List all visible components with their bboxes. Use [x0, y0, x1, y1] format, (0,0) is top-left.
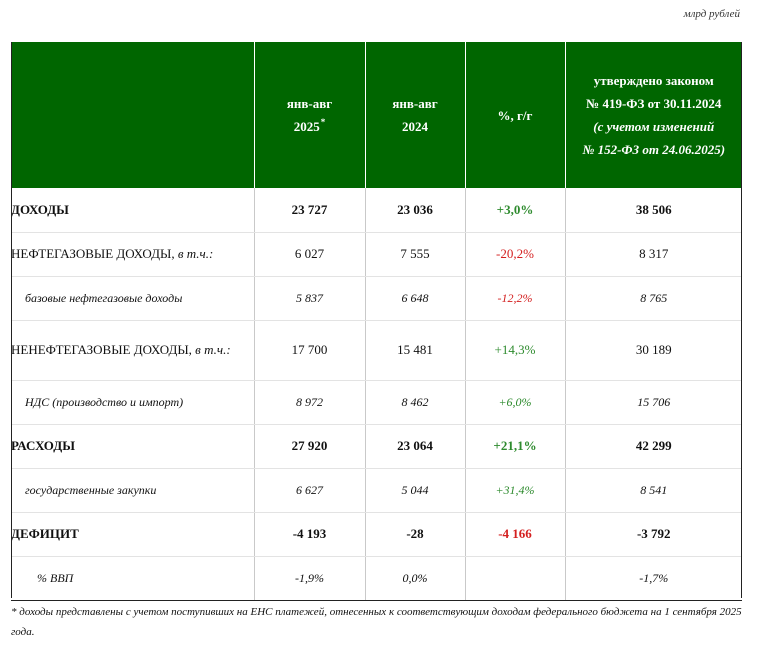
units-label: млрд рублей	[683, 8, 740, 20]
table-row-gdp-share: % ВВП -1,9% 0,0% -1,7%	[11, 556, 742, 601]
table-row-expenditures: РАСХОДЫ 27 920 23 064 +21,1% 42 299	[11, 424, 742, 469]
table-row-base-oil-gas: базовые нефтегазовые доходы 5 837 6 648 …	[11, 276, 742, 321]
cell-law: -3 792	[565, 512, 742, 557]
cell-2025: 8 972	[254, 380, 366, 425]
row-label: ДОХОДЫ	[11, 188, 255, 233]
cell-law: 38 506	[565, 188, 742, 233]
footnote: * доходы представлены с учетом поступивш…	[11, 606, 742, 638]
cell-pct	[465, 556, 566, 601]
cell-2025: 27 920	[254, 424, 366, 469]
cell-2024: 5 044	[365, 468, 466, 513]
cell-pct: +31,4%	[465, 468, 566, 513]
header-col-pct: %, г/г	[465, 42, 566, 188]
row-label: ДЕФИЦИТ	[11, 512, 255, 557]
cell-2024: 0,0%	[365, 556, 466, 601]
cell-2024: 23 036	[365, 188, 466, 233]
cell-pct: +21,1%	[465, 424, 566, 469]
budget-table: янв-авг 2025* янв-авг 2024 %, г/г утверж…	[11, 42, 742, 601]
table-row-non-oil-gas: НЕНЕФТЕГАЗОВЫЕ ДОХОДЫ, в т.ч.: 17 700 15…	[11, 320, 742, 381]
header-col-2025: янв-авг 2025*	[254, 42, 366, 188]
table-row-deficit: ДЕФИЦИТ -4 193 -28 -4 166 -3 792	[11, 512, 742, 557]
cell-law: -1,7%	[565, 556, 742, 601]
cell-2024: -28	[365, 512, 466, 557]
table-row-oil-gas: НЕФТЕГАЗОВЫЕ ДОХОДЫ, в т.ч.: 6 027 7 555…	[11, 232, 742, 277]
cell-2024: 23 064	[365, 424, 466, 469]
cell-2025: 6 027	[254, 232, 366, 277]
row-label: НЕНЕФТЕГАЗОВЫЕ ДОХОДЫ, в т.ч.:	[11, 320, 255, 381]
cell-2025: -4 193	[254, 512, 366, 557]
row-label: НДС (производство и импорт)	[11, 380, 255, 425]
cell-law: 42 299	[565, 424, 742, 469]
cell-2025: 5 837	[254, 276, 366, 321]
header-col-law: утверждено законом № 419-ФЗ от 30.11.202…	[565, 42, 742, 188]
cell-pct: -4 166	[465, 512, 566, 557]
table-row-revenues: ДОХОДЫ 23 727 23 036 +3,0% 38 506	[11, 188, 742, 233]
row-label: НЕФТЕГАЗОВЫЕ ДОХОДЫ, в т.ч.:	[11, 232, 255, 277]
cell-law: 15 706	[565, 380, 742, 425]
cell-2025: 6 627	[254, 468, 366, 513]
cell-2024: 7 555	[365, 232, 466, 277]
cell-2024: 15 481	[365, 320, 466, 381]
cell-pct: -20,2%	[465, 232, 566, 277]
table-row-vat: НДС (производство и импорт) 8 972 8 462 …	[11, 380, 742, 425]
cell-2025: 17 700	[254, 320, 366, 381]
cell-2025: 23 727	[254, 188, 366, 233]
cell-2025: -1,9%	[254, 556, 366, 601]
cell-pct: -12,2%	[465, 276, 566, 321]
cell-law: 8 765	[565, 276, 742, 321]
header-row: янв-авг 2025* янв-авг 2024 %, г/г утверж…	[11, 42, 742, 188]
cell-pct: +14,3%	[465, 320, 566, 381]
table-row-procurement: государственные закупки 6 627 5 044 +31,…	[11, 468, 742, 513]
header-label-cell	[11, 42, 255, 188]
cell-law: 30 189	[565, 320, 742, 381]
cell-pct: +3,0%	[465, 188, 566, 233]
row-label: базовые нефтегазовые доходы	[11, 276, 255, 321]
cell-2024: 6 648	[365, 276, 466, 321]
cell-pct: +6,0%	[465, 380, 566, 425]
row-label: % ВВП	[11, 556, 255, 601]
header-col-2024: янв-авг 2024	[365, 42, 466, 188]
cell-law: 8 541	[565, 468, 742, 513]
cell-2024: 8 462	[365, 380, 466, 425]
row-label: РАСХОДЫ	[11, 424, 255, 469]
row-label: государственные закупки	[11, 468, 255, 513]
cell-law: 8 317	[565, 232, 742, 277]
